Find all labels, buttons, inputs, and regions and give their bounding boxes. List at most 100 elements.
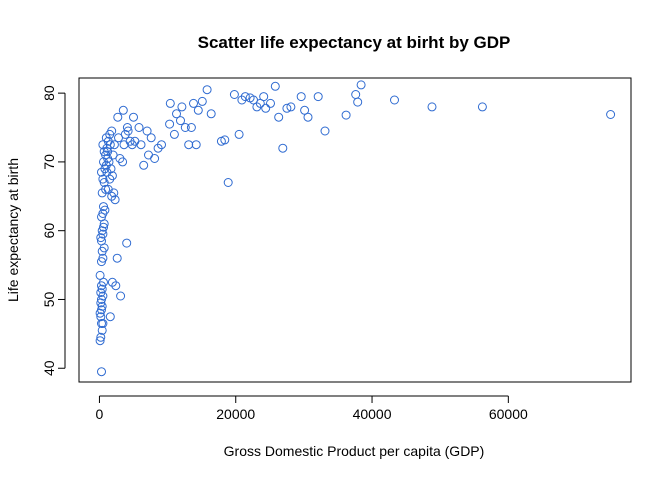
data-point [165, 98, 175, 108]
data-point [165, 119, 175, 129]
y-tick-label: 50 [41, 291, 57, 307]
y-tick-label: 80 [41, 85, 57, 101]
data-point [105, 312, 115, 322]
data-point [123, 126, 133, 136]
plot-area-frame [78, 77, 632, 383]
data-point [144, 150, 153, 160]
data-point [99, 222, 108, 232]
data-point [157, 140, 166, 150]
data-point [112, 253, 122, 263]
x-tick-label: 20000 [216, 406, 255, 422]
data-point [223, 178, 233, 187]
y-tick-label: 40 [41, 360, 57, 376]
data-point [98, 174, 108, 184]
data-point [259, 92, 269, 102]
data-point [95, 270, 105, 280]
data-points [95, 80, 616, 377]
data-point [118, 105, 128, 115]
data-point [184, 140, 194, 150]
data-point [116, 291, 126, 301]
data-point [427, 102, 437, 112]
y-tick-label: 70 [41, 154, 57, 170]
data-point [186, 123, 196, 132]
data-point [101, 184, 111, 194]
data-point [189, 98, 198, 108]
data-point [98, 253, 108, 263]
data-point [97, 325, 107, 335]
data-point [202, 85, 212, 95]
data-point [150, 154, 160, 163]
data-point [266, 98, 275, 108]
data-point [119, 140, 129, 150]
data-point [96, 332, 106, 342]
data-point [101, 133, 111, 143]
y-axis: 40 50 60 70 80 [41, 85, 66, 376]
chart-title: Scatter life expectancy at birht by GDP [198, 33, 511, 52]
data-point [240, 92, 250, 102]
x-axis: 0 20000 40000 60000 [96, 395, 528, 422]
data-point [136, 140, 146, 150]
data-point [107, 191, 117, 201]
data-point [97, 305, 106, 315]
data-point [176, 116, 185, 126]
data-point [172, 109, 181, 119]
data-point [118, 157, 128, 167]
data-point [351, 90, 361, 99]
data-point [229, 90, 239, 99]
data-point [341, 110, 351, 120]
data-point [606, 110, 616, 119]
x-tick-label: 60000 [489, 406, 528, 422]
data-point [97, 284, 107, 294]
data-point [234, 129, 244, 139]
data-point [278, 143, 288, 153]
data-point [282, 103, 292, 113]
data-point [109, 140, 119, 150]
data-point [146, 133, 156, 143]
data-point [107, 277, 117, 287]
data-point [177, 102, 187, 112]
data-point [286, 102, 296, 112]
data-point [98, 229, 108, 239]
data-point [122, 123, 132, 132]
data-point [303, 112, 313, 122]
data-point [356, 80, 366, 90]
data-point [104, 157, 114, 167]
data-point [97, 167, 106, 177]
data-point [191, 140, 201, 150]
data-point [353, 97, 363, 107]
data-point [122, 238, 132, 248]
data-point [105, 174, 115, 184]
data-point [113, 112, 123, 122]
data-point [169, 129, 179, 139]
data-point [197, 96, 207, 106]
x-axis-label: Gross Domestic Product per capita (GDP) [224, 443, 485, 459]
data-point [95, 336, 105, 346]
data-point [99, 202, 108, 212]
x-tick-label: 40000 [353, 406, 392, 422]
data-point [96, 298, 106, 308]
data-point [98, 319, 108, 328]
data-point [220, 135, 230, 145]
data-point [261, 103, 271, 113]
data-point [97, 236, 106, 246]
data-point [107, 126, 117, 136]
data-point [142, 126, 152, 136]
data-point [134, 123, 144, 132]
data-point [180, 123, 190, 132]
y-tick-label: 60 [41, 223, 57, 239]
data-point [105, 140, 115, 150]
data-point [270, 81, 280, 91]
y-axis-label: Life expectancy at birth [5, 158, 21, 302]
data-point [193, 105, 203, 115]
data-point [320, 126, 330, 136]
x-tick-label: 0 [96, 406, 104, 422]
data-point [296, 92, 306, 102]
data-point [97, 367, 106, 377]
data-point [129, 112, 138, 122]
data-point [139, 160, 149, 170]
data-point [110, 195, 120, 205]
data-point [390, 95, 399, 105]
data-point [111, 281, 121, 291]
data-point [96, 312, 106, 322]
